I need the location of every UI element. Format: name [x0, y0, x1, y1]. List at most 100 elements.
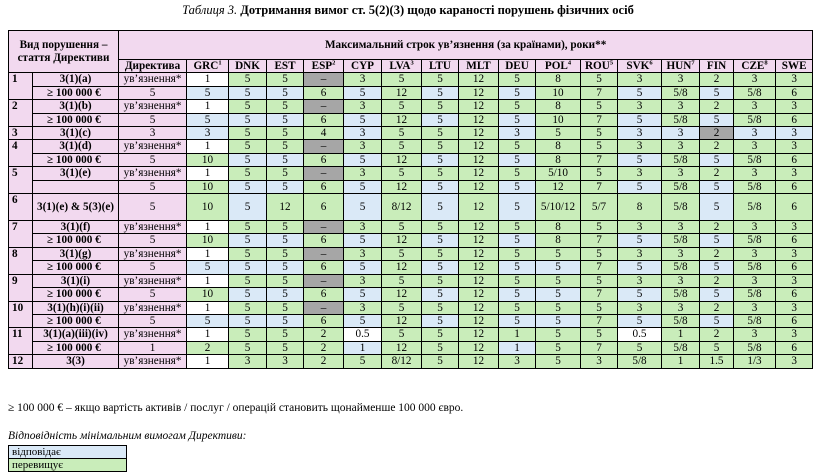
cell-fin: 5	[699, 179, 735, 195]
cell-hun: 5/8	[661, 340, 701, 356]
cell-dnk: 5	[228, 313, 268, 329]
country-code: SVK	[626, 60, 650, 72]
cell-mlt: 12	[458, 273, 500, 289]
cell-hun: 3	[661, 139, 701, 154]
cell-fin: 2	[699, 300, 735, 315]
cell-svk: 5	[617, 152, 663, 168]
header-country-ltu: LTU	[421, 58, 460, 74]
header-country-fin: FIN	[699, 58, 735, 74]
row-number: 6	[8, 193, 33, 222]
cell-dnk: 5	[228, 193, 268, 222]
cell-rou: 5	[580, 300, 619, 315]
table-row: 2 3(1)(b) ув’язнення* 1 5 5–3 5 5 12 5 8 5 3 3 2 3 3	[8, 99, 814, 128]
cell-ltu: 5	[421, 340, 460, 356]
cell-mlt: 12	[458, 260, 500, 275]
country-code: DNK	[235, 60, 260, 72]
cell-fin: 1.5	[699, 354, 735, 369]
cell-fin: 5	[699, 193, 735, 222]
cell-deu: 3	[498, 126, 537, 141]
cell-hun: 5/8	[661, 85, 701, 101]
caption-lead: Таблиця 3.	[182, 3, 238, 17]
cell-svk: 0.5	[617, 327, 663, 342]
cell-lva: 12	[381, 340, 423, 356]
cell-fin: 5	[699, 85, 735, 101]
cell-dnk: 5	[228, 260, 268, 275]
cell-lva: 5	[381, 126, 423, 141]
cell-hun: 3	[661, 166, 701, 181]
cell-pol: 5	[535, 287, 582, 302]
cell-swe: 3	[775, 354, 814, 369]
cell-fin: 2	[699, 327, 735, 342]
cell-grc: 1	[186, 354, 230, 369]
country-code: DEU	[505, 60, 529, 72]
cell-svk: 3	[617, 99, 663, 114]
cell-svk: 3	[617, 166, 663, 181]
row-number: 12	[8, 354, 33, 369]
cell-pol: 5	[535, 246, 582, 262]
cell-cze: 3	[733, 273, 777, 289]
directive-value: 5	[118, 85, 188, 101]
cell-cze: 3	[733, 300, 777, 315]
table-row: ≥ 100 000 €5 10 5 5 6 5 12 5 12 5 8 7 5 5/8 5 5/8 6	[9, 152, 814, 168]
cell-rou: 7	[580, 340, 619, 356]
country-code: ROU	[584, 60, 610, 72]
threshold-label: ≥ 100 000 €	[31, 313, 120, 329]
cell-lva: 5	[381, 220, 423, 235]
cell-cze: 3	[733, 220, 777, 235]
article-label	[31, 179, 120, 195]
cell-cze: 5/8	[733, 152, 777, 168]
cell-est: 5	[266, 313, 305, 329]
header-country-pol: POL4	[535, 58, 582, 74]
cell-fin: 2	[699, 72, 735, 87]
cell-deu: 5	[498, 246, 537, 262]
cell-pol: 10	[535, 85, 582, 101]
cell-hun: 3	[661, 220, 701, 235]
cell-dnk: 5	[228, 139, 268, 154]
cell-cyp: 1	[343, 340, 383, 356]
header-country-grc: GRC1	[186, 58, 230, 74]
table-row: 3 3(1)(c) 3 3 5 5 4 3 5 5 12 3 5 5 3 3 2 3 3	[8, 126, 814, 141]
cell-est: 5	[266, 260, 305, 275]
cell-svk: 3	[617, 126, 663, 141]
directive-value: 5	[118, 112, 188, 128]
header-violation-type: Вид порушення – стаття Директиви	[7, 29, 120, 74]
cell-rou: 7	[580, 85, 619, 101]
cell-grc: 10	[186, 179, 230, 195]
cell-est: 3	[266, 354, 305, 369]
article-label: 3(1)(c)	[31, 126, 120, 141]
cell-svk: 5	[617, 260, 663, 275]
cell-est: 5	[266, 246, 305, 262]
table-row: 7 3(1)(f) ув’язнення* 1 5 5–3 5 5 12 5 8 5 3 3 2 3 3	[8, 220, 814, 248]
row-number: 2	[8, 99, 33, 128]
country-footnote-mark: 8	[764, 59, 768, 67]
cell-fin: 5	[699, 287, 735, 302]
cell-cyp: 3	[343, 273, 383, 289]
cell-cze: 5/8	[733, 112, 777, 128]
cell-est: 5	[266, 166, 305, 181]
cell-svk: 3	[617, 220, 663, 235]
cell-rou: 5	[580, 99, 619, 114]
cell-rou: 5/7	[580, 193, 619, 222]
cell-cze: 1/3	[733, 354, 777, 369]
cell-dnk: 5	[228, 340, 268, 356]
cell-mlt: 12	[458, 166, 500, 181]
cell-rou: 3	[580, 354, 619, 369]
cell-deu: 5	[498, 260, 537, 275]
cell-rou: 5	[580, 166, 619, 181]
table-body: 1 3(1)(a) ув’язнення* 1 5 5–3 5 5 12 5 8 5 3 3 2 3 3 ≥ 10…	[8, 72, 814, 369]
cell-fin: 5	[699, 260, 735, 275]
cell-cyp: 5	[343, 179, 383, 195]
cell-ltu: 5	[421, 179, 460, 195]
directive-value: ув’язнення*	[118, 139, 188, 154]
cell-lva: 5	[381, 300, 423, 315]
cell-deu: 5	[498, 139, 537, 154]
directive-value: ув’язнення*	[118, 354, 188, 369]
directive-value: ув’язнення*	[118, 273, 188, 289]
country-footnote-mark: 7	[691, 59, 695, 67]
cell-mlt: 12	[458, 112, 500, 128]
row-number: 7	[8, 220, 33, 248]
cell-est: 5	[266, 287, 305, 302]
article-label: 3(1)(b)	[31, 99, 120, 114]
cell-cyp: 3	[343, 72, 383, 87]
cell-lva: 8/12	[381, 193, 423, 222]
